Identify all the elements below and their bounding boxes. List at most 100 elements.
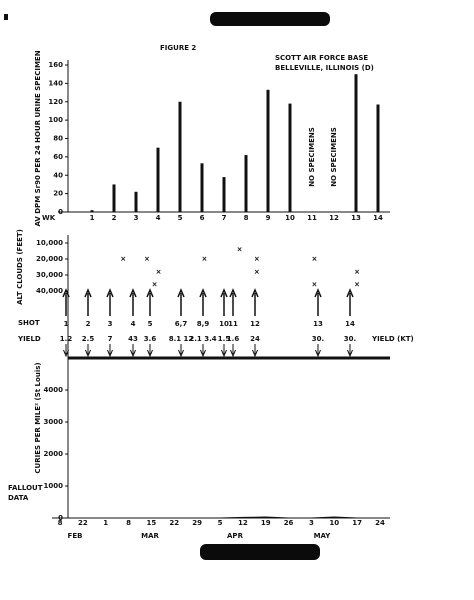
arrow-head — [130, 349, 136, 358]
x-tick-label: 17 — [352, 519, 362, 527]
cloud-mark: × — [312, 281, 318, 289]
arrow-head — [146, 288, 154, 298]
cloud-mark: × — [152, 281, 158, 289]
bar — [178, 101, 182, 212]
arrow-head — [62, 288, 70, 298]
arrow-head — [230, 349, 236, 358]
cloud-mark: × — [354, 281, 360, 289]
y-axis-label: AV DPM Sr90 PER 24 HOUR URINE SPECIMEN — [34, 50, 42, 226]
arrow-head — [252, 349, 258, 358]
shot-label: 12 — [250, 320, 260, 328]
y-tick-label: 20,000 — [36, 255, 63, 263]
yield-label: 3.6 — [144, 335, 157, 343]
shot-title: SHOT — [18, 319, 40, 327]
cloud-mark: × — [237, 245, 243, 253]
x-tick-label: 1 — [90, 214, 95, 222]
month-label: FEB — [68, 532, 83, 540]
bar — [288, 103, 292, 212]
yield-label: 30. — [344, 335, 356, 343]
arrow-head — [85, 349, 91, 358]
cloud-mark: × — [312, 255, 318, 263]
yield-title: YIELD — [17, 335, 41, 343]
arrow-head — [220, 288, 228, 298]
header-line: BELLEVILLE, ILLINOIS (D) — [275, 64, 374, 72]
x-tick-label: 3 — [134, 214, 139, 222]
arrow-head — [106, 288, 114, 298]
y-tick-label: 20 — [53, 190, 63, 198]
annotation: NO SPECIMENS — [308, 127, 316, 187]
x-tick-label: 24 — [375, 519, 385, 527]
x-tick-label: 19 — [261, 519, 271, 527]
y-tick-label: 60 — [53, 153, 63, 161]
cloud-mark: × — [156, 268, 162, 276]
y-tick-label: 3000 — [44, 418, 64, 426]
y-tick-label: 100 — [48, 116, 63, 124]
arrow-head — [221, 349, 227, 358]
redaction — [210, 12, 330, 26]
shot-label: 10 — [219, 320, 229, 328]
y-axis-label: CURIES PER MILE² (St Louis) — [34, 362, 42, 473]
shot-label: 4 — [131, 320, 136, 328]
yield-label: 2.1 3.4 — [189, 335, 216, 343]
x-tick-label: 8 — [58, 519, 63, 527]
x-tick-label: 12 — [329, 214, 339, 222]
yield-label: 30. — [312, 335, 324, 343]
cloud-mark: × — [354, 268, 360, 276]
x-tick-label: 29 — [192, 519, 202, 527]
shot-label: 8,9 — [197, 320, 210, 328]
arrow-head — [347, 349, 353, 358]
arrow-head — [129, 288, 137, 298]
yield-label: 43 — [128, 335, 138, 343]
x-tick-label: 7 — [222, 214, 227, 222]
bar — [266, 89, 270, 212]
x-tick-label: 9 — [266, 214, 271, 222]
y-tick-label: 30,000 — [36, 271, 63, 279]
header-line: SCOTT AIR FORCE BASE — [275, 54, 368, 62]
bar — [244, 155, 248, 212]
bar — [90, 210, 94, 212]
x-tick-label: 11 — [307, 214, 317, 222]
y-tick-label: 120 — [48, 98, 63, 106]
y-axis-label: ALT CLOUDS (FEET) — [16, 229, 24, 305]
bar — [134, 191, 138, 212]
month-label: MAY — [314, 532, 332, 540]
month-label: MAR — [141, 532, 159, 540]
yield-label: 7 — [108, 335, 113, 343]
arrow-head — [251, 288, 259, 298]
y-tick-label: 1000 — [44, 482, 64, 490]
y-tick-label: 140 — [48, 79, 63, 87]
y-tick-label: 80 — [53, 135, 63, 143]
shot-label: 1 — [64, 320, 69, 328]
figure-label: FIGURE 2 — [160, 44, 196, 52]
arrow-head — [177, 288, 185, 298]
arrow-head — [63, 349, 69, 358]
y-tick-label: 160 — [48, 61, 63, 69]
arrow-head — [315, 349, 321, 358]
arrow-head — [178, 349, 184, 358]
shot-label: 5 — [148, 320, 153, 328]
cloud-mark: × — [254, 255, 260, 263]
arrow-head — [199, 288, 207, 298]
x-tick-label: 5 — [178, 214, 183, 222]
x-tick-label: 10 — [329, 519, 339, 527]
x-tick-label: 13 — [351, 214, 361, 222]
shot-label: 14 — [345, 320, 355, 328]
y-tick-label: 40,000 — [36, 287, 63, 295]
x-tick-label: 2 — [112, 214, 117, 222]
redaction — [200, 544, 320, 560]
cloud-mark: × — [144, 255, 150, 263]
y-tick-label: 2000 — [44, 450, 64, 458]
shot-label: 6,7 — [175, 320, 188, 328]
fallout-line — [60, 516, 380, 519]
yield-label: 1.2 — [60, 335, 73, 343]
cloud-mark: × — [201, 255, 207, 263]
x-tick-label: 14 — [373, 214, 383, 222]
shot-label: 2 — [86, 320, 91, 328]
arrow-head — [84, 288, 92, 298]
x-tick-label: 6 — [200, 214, 205, 222]
scan-mark — [4, 14, 8, 20]
bar — [354, 74, 358, 212]
x-tick-label: 4 — [156, 214, 161, 222]
arrow-head — [147, 349, 153, 358]
side-label: FALLOUT — [8, 484, 43, 492]
